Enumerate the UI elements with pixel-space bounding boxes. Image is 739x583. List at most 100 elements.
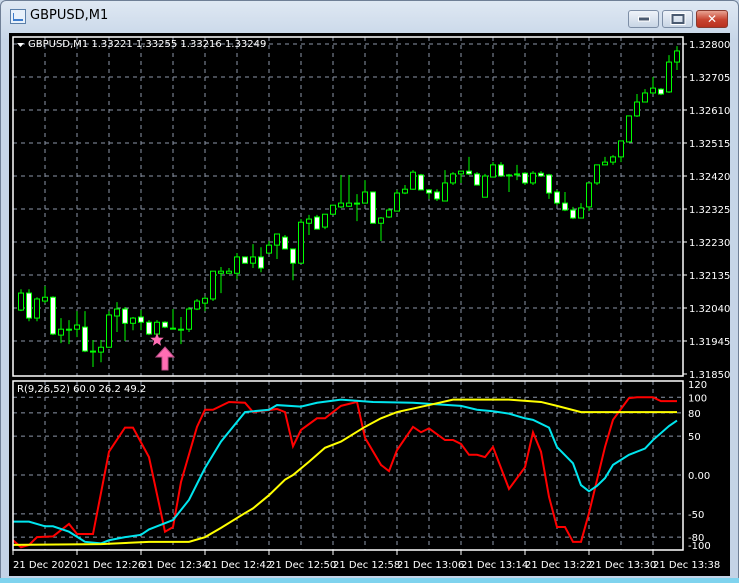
candle bbox=[594, 164, 600, 186]
bull-candle-body bbox=[506, 174, 512, 177]
candle bbox=[506, 173, 512, 192]
candle bbox=[186, 306, 192, 332]
bull-candle-body bbox=[218, 270, 224, 274]
bear-candle-body bbox=[546, 174, 552, 194]
candle bbox=[642, 89, 648, 103]
bull-candle-body bbox=[18, 292, 24, 311]
bear-candle-body bbox=[538, 172, 544, 177]
bear-candle-body bbox=[138, 316, 144, 323]
bull-candle-body bbox=[666, 61, 672, 93]
candle bbox=[394, 189, 400, 212]
bear-candle-body bbox=[370, 191, 376, 224]
price-axis-label: 1.32420 bbox=[689, 172, 730, 183]
candle bbox=[514, 164, 520, 181]
bear-candle-body bbox=[474, 173, 480, 186]
candle bbox=[282, 235, 288, 250]
time-axis-label: 21 Dec 2020 bbox=[13, 560, 77, 571]
candle bbox=[162, 321, 168, 329]
candle bbox=[298, 219, 304, 264]
candle bbox=[122, 306, 128, 341]
candle bbox=[82, 311, 88, 353]
candle bbox=[482, 173, 488, 198]
candle bbox=[18, 289, 24, 312]
chart-area[interactable] bbox=[9, 33, 730, 576]
candle bbox=[386, 207, 392, 219]
candle bbox=[202, 296, 208, 312]
bull-candle-body bbox=[410, 171, 416, 190]
candle bbox=[586, 182, 592, 212]
price-axis-label: 1.31850 bbox=[689, 370, 730, 381]
candle bbox=[666, 55, 672, 93]
bull-candle-body bbox=[194, 300, 200, 310]
time-axis-label: 21 Dec 12:50 bbox=[269, 560, 336, 571]
candle bbox=[154, 320, 160, 336]
price-axis-label: 1.32135 bbox=[689, 271, 730, 282]
chart-window-icon bbox=[10, 9, 26, 24]
bear-candle-body bbox=[50, 296, 56, 335]
candle bbox=[650, 77, 656, 95]
indicator-header: R(9,26,52) 60.0 26.2 49.2 bbox=[17, 384, 146, 395]
bull-candle-body bbox=[362, 191, 368, 204]
time-axis-label: 21 Dec 13:14 bbox=[461, 560, 528, 571]
candle bbox=[306, 214, 312, 236]
candle bbox=[538, 171, 544, 178]
candle bbox=[322, 213, 328, 230]
candle bbox=[610, 155, 616, 165]
candle bbox=[466, 156, 472, 175]
indicator-axis-label: -100 bbox=[688, 541, 711, 552]
indicator-axis-label: 120 bbox=[688, 380, 707, 391]
close-button[interactable]: ✕ bbox=[696, 10, 728, 28]
time-axis-label: 21 Dec 13:22 bbox=[525, 560, 592, 571]
candle bbox=[570, 206, 576, 220]
bear-candle-body bbox=[290, 248, 296, 264]
candle bbox=[498, 162, 504, 178]
time-axis-label: 21 Dec 12:34 bbox=[141, 560, 208, 571]
indicator-axis-label: 100 bbox=[688, 393, 707, 404]
candle bbox=[194, 298, 200, 311]
indicator-line-2 bbox=[12, 398, 677, 546]
bull-candle-body bbox=[402, 188, 408, 194]
candle bbox=[562, 191, 568, 212]
candle bbox=[402, 185, 408, 195]
symbol-dropdown-icon[interactable] bbox=[17, 43, 24, 47]
bull-candle-body bbox=[514, 173, 520, 176]
price-axis-label: 1.32610 bbox=[689, 106, 730, 117]
candle bbox=[98, 339, 104, 363]
bear-candle-body bbox=[162, 321, 168, 328]
bull-candle-body bbox=[202, 297, 208, 304]
candle bbox=[130, 317, 136, 331]
candle bbox=[138, 310, 144, 331]
bull-candle-body bbox=[298, 221, 304, 264]
bull-candle-body bbox=[386, 209, 392, 218]
bear-candle-body bbox=[258, 256, 264, 269]
time-axis-label: 21 Dec 13:30 bbox=[589, 560, 656, 571]
bull-candle-body bbox=[610, 156, 616, 163]
candle bbox=[634, 94, 640, 117]
bull-candle-body bbox=[74, 324, 80, 330]
candle bbox=[658, 88, 664, 96]
bull-candle-body bbox=[178, 328, 184, 331]
minimize-icon bbox=[637, 16, 650, 22]
maximize-button[interactable] bbox=[662, 10, 693, 28]
bull-candle-body bbox=[186, 308, 192, 330]
price-axis-label: 1.32800 bbox=[689, 40, 730, 51]
bull-candle-body bbox=[34, 298, 40, 319]
bear-candle-body bbox=[82, 326, 88, 352]
time-axis-label: 21 Dec 13:38 bbox=[653, 560, 720, 571]
price-axis-label: 1.32040 bbox=[689, 304, 730, 315]
candle bbox=[346, 174, 352, 207]
bull-candle-body bbox=[274, 233, 280, 246]
minimize-button[interactable] bbox=[628, 10, 659, 28]
time-axis-label: 21 Dec 12:42 bbox=[205, 560, 272, 571]
bull-candle-body bbox=[66, 328, 72, 331]
bull-candle-body bbox=[642, 92, 648, 103]
bull-candle-body bbox=[578, 207, 584, 219]
candle bbox=[546, 173, 552, 199]
bull-candle-body bbox=[394, 192, 400, 212]
candle bbox=[626, 115, 632, 143]
bull-candle-body bbox=[130, 317, 136, 324]
bull-candle-body bbox=[106, 314, 112, 348]
window-title: GBPUSD,M1 bbox=[30, 8, 109, 23]
candle bbox=[602, 156, 608, 166]
